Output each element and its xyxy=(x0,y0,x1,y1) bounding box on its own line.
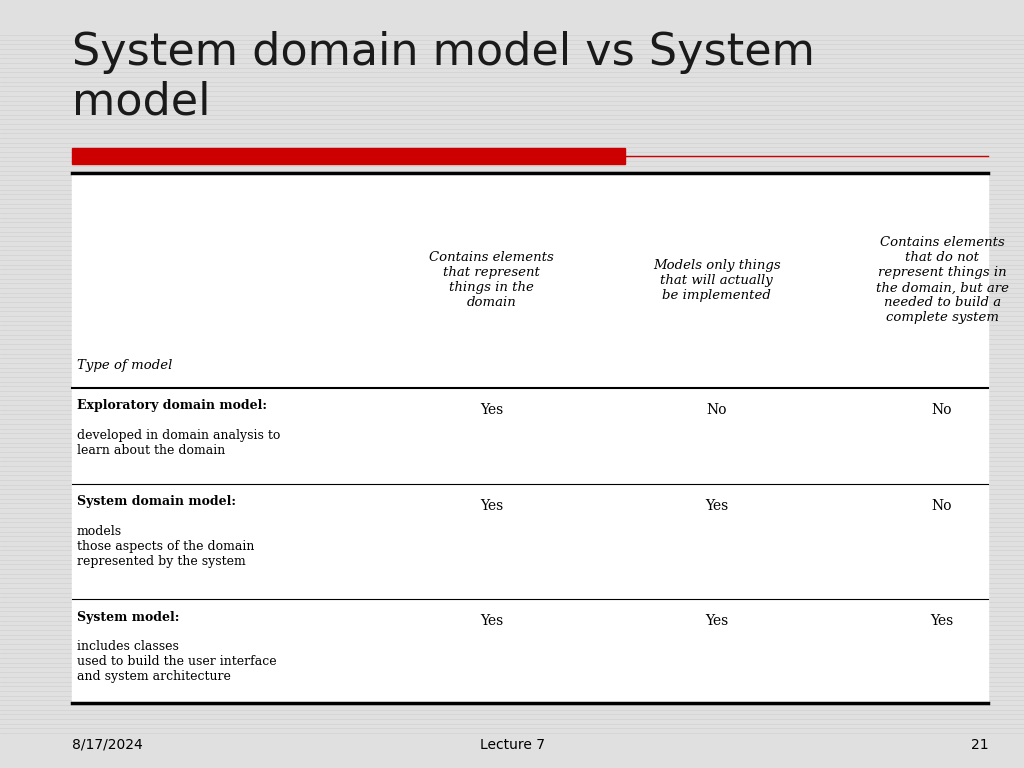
Text: Yes: Yes xyxy=(480,403,503,417)
Text: Yes: Yes xyxy=(706,614,728,628)
Bar xyxy=(72,148,625,164)
Text: includes classes
used to build the user interface
and system architecture: includes classes used to build the user … xyxy=(77,640,276,683)
Text: No: No xyxy=(932,499,952,513)
Text: Models only things
that will actually
be implemented: Models only things that will actually be… xyxy=(653,259,780,302)
Text: System domain model vs System
model: System domain model vs System model xyxy=(72,31,814,124)
Bar xyxy=(72,173,988,703)
Text: Lecture 7: Lecture 7 xyxy=(479,738,545,752)
Text: 8/17/2024: 8/17/2024 xyxy=(72,738,142,752)
Text: Type of model: Type of model xyxy=(77,359,172,372)
Text: developed in domain analysis to
learn about the domain: developed in domain analysis to learn ab… xyxy=(77,429,281,456)
Text: Exploratory domain model:: Exploratory domain model: xyxy=(77,399,267,412)
Text: System model:: System model: xyxy=(77,611,179,624)
Text: No: No xyxy=(932,403,952,417)
Text: Yes: Yes xyxy=(480,614,503,628)
Text: models
those aspects of the domain
represented by the system: models those aspects of the domain repre… xyxy=(77,525,254,568)
Text: 21: 21 xyxy=(971,738,988,752)
Text: No: No xyxy=(707,403,727,417)
Text: Yes: Yes xyxy=(706,499,728,513)
Text: Contains elements
that represent
things in the
domain: Contains elements that represent things … xyxy=(429,251,554,310)
Text: Yes: Yes xyxy=(480,499,503,513)
Text: System domain model:: System domain model: xyxy=(77,495,236,508)
Text: Yes: Yes xyxy=(931,614,953,628)
Text: Contains elements
that do not
represent things in
the domain, but are
needed to : Contains elements that do not represent … xyxy=(876,237,1009,324)
